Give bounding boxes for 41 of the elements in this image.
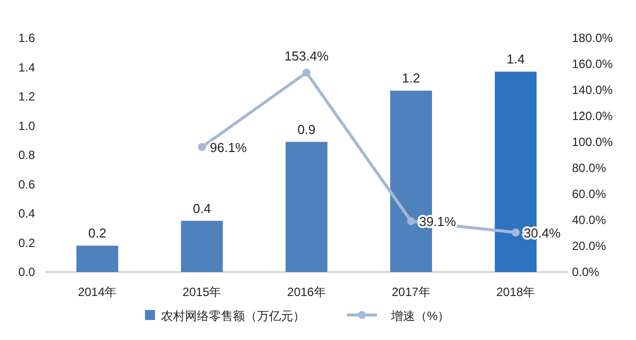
y2-tick-label: 80.0% (572, 161, 606, 175)
y2-tick-label: 140.0% (572, 83, 614, 97)
data-label: 1.2 (402, 70, 420, 86)
point (512, 228, 520, 236)
y2-tick-label: 20.0% (572, 239, 606, 253)
y2-tick-label: 60.0% (572, 187, 606, 201)
legend-label: 农村网络零售额（万亿元） (161, 309, 305, 323)
data-label: 0.2 (88, 226, 106, 241)
y-tick-label: 1.6 (18, 31, 36, 45)
bar (180, 220, 223, 272)
x-tick-label: 2017年 (392, 285, 430, 299)
point (302, 68, 310, 77)
y-tick-label: 0.6 (18, 177, 36, 192)
y-tick-label: 1.0 (18, 118, 36, 133)
y2-tick-label: 180.0% (572, 31, 614, 45)
y-tick-label: 0.4 (18, 206, 36, 220)
y-tick-label: 0.0 (18, 265, 36, 279)
legend-label: 增速（%） (390, 309, 450, 323)
y-tick-label: 1.4 (18, 60, 36, 74)
bar (286, 142, 328, 272)
x-tick-label: 2016年 (287, 285, 326, 299)
x-tick-label: 2018年 (496, 285, 536, 299)
data-label: 39.1% (419, 214, 456, 230)
data-label: 1.4 (506, 52, 525, 67)
y2-tick-label: 120.0% (572, 109, 614, 123)
y-tick-label: 0.2 (18, 236, 36, 250)
y2-tick-label: 0.0% (572, 265, 600, 279)
y2-tick-label: 40.0% (572, 213, 606, 227)
data-label: 153.4% (284, 48, 329, 64)
data-label: 0.9 (297, 122, 316, 137)
bar (76, 246, 118, 272)
data-label: 96.1% (210, 140, 248, 156)
point (198, 143, 206, 152)
y-tick-label: 0.8 (18, 148, 36, 162)
point (407, 217, 416, 226)
y-tick-label: 1.2 (18, 90, 36, 104)
y2-tick-label: 160.0% (572, 57, 614, 71)
data-label: 0.4 (192, 200, 211, 216)
y2-tick-label: 100.0% (572, 135, 614, 149)
x-tick-label: 2014年 (78, 285, 117, 299)
x-tick-label: 2015年 (182, 285, 222, 299)
